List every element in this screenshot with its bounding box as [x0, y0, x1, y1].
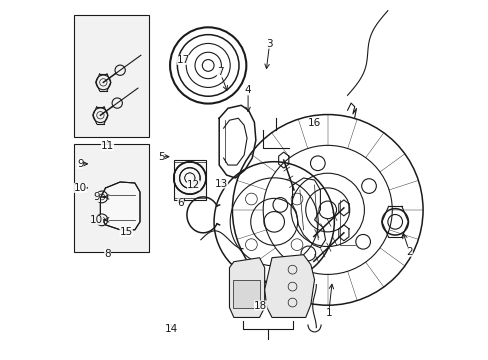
Text: 4: 4 — [244, 85, 251, 95]
Text: 17: 17 — [177, 55, 190, 65]
Text: 8: 8 — [104, 248, 111, 258]
Polygon shape — [229, 258, 264, 318]
Text: 15: 15 — [119, 227, 133, 237]
Bar — [74, 144, 149, 252]
Text: 7: 7 — [216, 67, 223, 77]
Bar — [74, 15, 149, 137]
Text: 13: 13 — [215, 179, 228, 189]
Text: 9: 9 — [77, 159, 83, 169]
Text: 9: 9 — [93, 192, 100, 202]
Text: 5: 5 — [158, 152, 164, 162]
Text: 6: 6 — [177, 198, 183, 208]
Polygon shape — [264, 255, 314, 318]
Circle shape — [112, 98, 122, 108]
Text: 10: 10 — [74, 183, 87, 193]
Bar — [173, 160, 205, 200]
Circle shape — [115, 65, 125, 75]
Text: 1: 1 — [325, 308, 331, 318]
Text: 14: 14 — [164, 324, 177, 334]
Text: 10: 10 — [90, 215, 103, 225]
Text: 12: 12 — [186, 180, 200, 190]
Bar — [233, 280, 259, 307]
Text: 11: 11 — [101, 141, 114, 151]
Polygon shape — [100, 182, 140, 230]
Text: 16: 16 — [307, 118, 321, 128]
Text: 3: 3 — [266, 39, 272, 49]
Bar — [173, 162, 205, 198]
Text: 2: 2 — [406, 247, 412, 257]
Text: 18: 18 — [253, 301, 267, 311]
